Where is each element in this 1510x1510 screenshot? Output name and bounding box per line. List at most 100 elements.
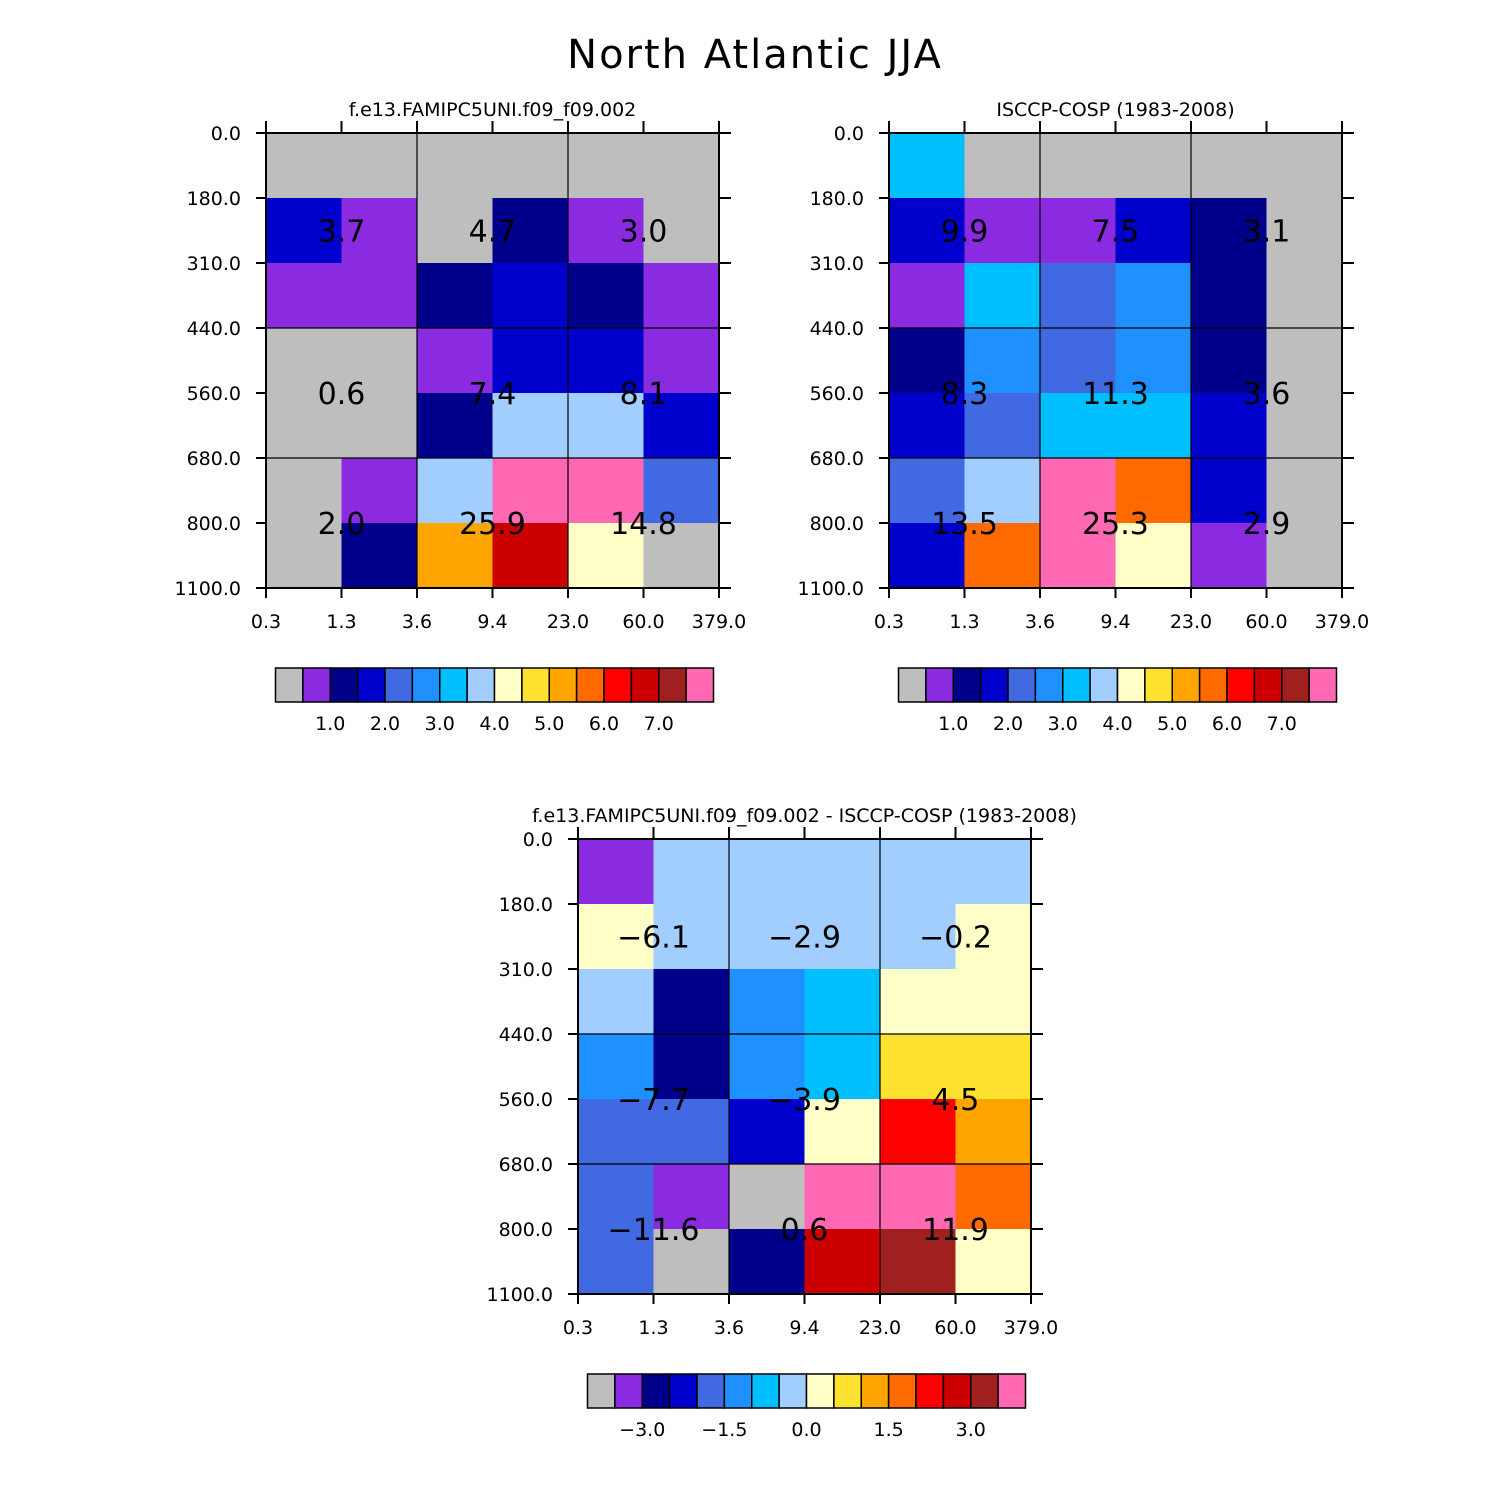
heatmap-cell: [955, 839, 1032, 905]
heatmap-cell: [643, 328, 720, 394]
x-tick-label: 9.4: [789, 1317, 819, 1339]
heatmap-cell: [643, 458, 720, 524]
colorbar-box: [778, 1373, 808, 1409]
y-tick-label: 180.0: [810, 188, 864, 210]
panel-observations: ISCCP-COSP (1983-2008) 0.0 180.0 310.0 440.0…: [798, 99, 1370, 735]
heatmap-cell: [341, 458, 418, 524]
colorbar-box: [1116, 667, 1146, 703]
heatmap-cell: [417, 523, 494, 589]
heatmap-cell: [492, 263, 569, 329]
heatmap-cell: [880, 1099, 957, 1165]
y-tick-label: 180.0: [187, 188, 241, 210]
colorbar-box: [887, 1373, 917, 1409]
colorbar-box: [411, 667, 441, 703]
heatmap-cell: [643, 198, 720, 264]
colorbar-box: [696, 1373, 726, 1409]
colorbar-box: [979, 667, 1009, 703]
heatmap-cell: [955, 969, 1032, 1035]
colorbar-label: −3.0: [619, 1419, 665, 1441]
cell-value-label: 3.7: [318, 215, 366, 250]
colorbar-box: [833, 1373, 862, 1409]
colorbar-box: [1226, 667, 1256, 703]
x-tick-label: 9.4: [477, 611, 507, 633]
heatmap-cell: [804, 1229, 881, 1295]
heatmap-cell: [964, 523, 1041, 589]
colorbar-box: [897, 667, 927, 703]
heatmap-cell: [653, 1099, 730, 1165]
heatmap-cell: [417, 328, 494, 394]
heatmap-cell: [578, 969, 655, 1035]
heatmap-cell: [578, 904, 655, 970]
cell-value-label: −6.1: [617, 921, 690, 956]
x-tick-label: 0.3: [251, 611, 281, 633]
colorbar-box: [658, 667, 687, 703]
heatmap-cell: [964, 458, 1041, 524]
y-tick-label: 440.0: [810, 318, 864, 340]
colorbar-box: [356, 667, 386, 703]
heatmap-cell: [804, 969, 881, 1035]
cell-value-label: −7.7: [617, 1083, 690, 1118]
heatmap-cell: [492, 523, 569, 589]
heatmap-cell: [643, 133, 720, 199]
x-tick-label: 9.4: [1100, 611, 1130, 633]
heatmap-cell: [417, 263, 494, 329]
colorbar-box: [548, 667, 578, 703]
cell-value-label: −2.9: [768, 921, 841, 956]
heatmap-cell: [578, 1099, 655, 1165]
y-tick-label: 440.0: [187, 318, 241, 340]
heatmap-cell: [880, 1229, 957, 1295]
colorbar-box: [1253, 667, 1283, 703]
colorbar-box: [668, 1373, 698, 1409]
colorbar-box: [997, 1373, 1027, 1409]
heatmap-cell: [1266, 458, 1343, 524]
heatmap-cell: [568, 523, 645, 589]
heatmap-cell: [266, 523, 343, 589]
heatmap-cell: [1040, 328, 1117, 394]
heatmap-cell: [1115, 523, 1192, 589]
heatmap-cell: [880, 1034, 957, 1100]
colorbar-label: 3.0: [1048, 713, 1078, 735]
x-tick-label: 23.0: [859, 1317, 901, 1339]
colorbar-label: 3.0: [425, 713, 455, 735]
heatmap-cell: [1266, 133, 1343, 199]
heatmap-cell: [1040, 263, 1117, 329]
cell-value-label: 3.0: [620, 215, 668, 250]
heatmap-cell: [266, 458, 343, 524]
colorbar-label: 1.0: [315, 713, 345, 735]
colorbar-label: 6.0: [589, 713, 619, 735]
heatmap-cell: [578, 1034, 655, 1100]
heatmap-cell: [804, 904, 881, 970]
heatmap-cell: [955, 1229, 1032, 1295]
cell-value-label: 11.9: [922, 1213, 989, 1248]
heatmap-cell: [568, 198, 645, 264]
heatmap-cell: [266, 263, 343, 329]
heatmap-cell: [266, 198, 343, 264]
colorbar-box: [860, 1373, 890, 1409]
heatmap-cell: [804, 839, 881, 905]
heatmap-cell: [964, 263, 1041, 329]
colorbar-box: [329, 667, 359, 703]
heatmap-cell: [964, 133, 1041, 199]
x-tick-label: 23.0: [1170, 611, 1212, 633]
colorbar-box: [952, 667, 982, 703]
colorbar-label: 7.0: [1267, 713, 1297, 735]
heatmap-cell: [568, 263, 645, 329]
heatmap-cell: [1191, 523, 1268, 589]
heatmap-cell: [1040, 393, 1117, 459]
heatmap-cell: [653, 839, 730, 905]
heatmap-cell: [417, 133, 494, 199]
cell-value-label: 9.9: [941, 215, 989, 250]
figure-title: North Atlantic JJA: [567, 32, 943, 78]
colorbar-box: [603, 667, 633, 703]
heatmap-cell: [964, 198, 1041, 264]
heatmap-cell: [964, 393, 1041, 459]
heatmap-cell: [1266, 393, 1343, 459]
colorbar-box: [521, 667, 550, 703]
heatmap-cell: [568, 393, 645, 459]
colorbar-label: 3.0: [956, 1419, 986, 1441]
heatmap-cell: [643, 523, 720, 589]
heatmap-cell: [889, 328, 966, 394]
panel-title: ISCCP-COSP (1983-2008): [996, 99, 1234, 121]
y-tick-label: 560.0: [810, 383, 864, 405]
